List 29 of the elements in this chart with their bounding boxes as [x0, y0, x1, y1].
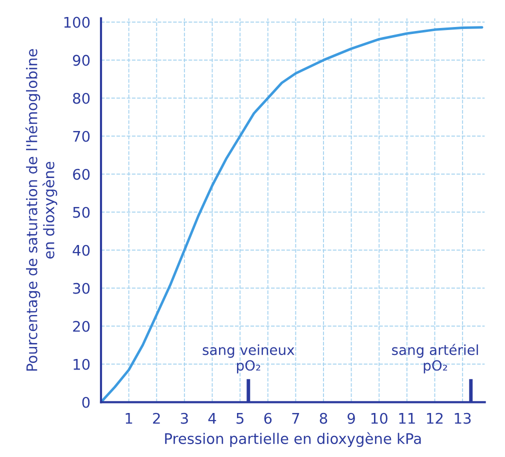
x-tick-label: 2	[153, 412, 160, 424]
y-tick-label: 30	[73, 282, 90, 294]
x-tick-label: 8	[320, 412, 328, 424]
x-tick-label: 3	[180, 412, 188, 424]
ref-line-label: sang artériel pO₂	[392, 344, 478, 374]
x-tick-label: 6	[264, 412, 272, 424]
y-tick-label: 50	[73, 206, 90, 218]
y-axis-title: Pourcentage de saturation de l'hémoglobine en dioxygène	[25, 49, 58, 371]
y-tick-label: 20	[73, 320, 90, 332]
x-tick-label: 12	[427, 412, 443, 424]
y-tick-label: 10	[74, 358, 90, 370]
y-tick-label: 100	[64, 16, 90, 28]
y-tick-label: 80	[73, 92, 90, 104]
y-tick-label: 60	[73, 168, 90, 180]
x-tick-label: 9	[348, 412, 355, 424]
x-tick-label: 1	[126, 413, 132, 424]
x-tick-label: 4	[208, 413, 216, 424]
x-tick-label: 10	[371, 412, 388, 424]
y-tick-label: 70	[73, 130, 90, 142]
line-series	[101, 26, 484, 402]
y-tick-label: 40	[72, 244, 90, 256]
x-tick-label: 5	[236, 413, 244, 424]
y-tick-label: 0	[82, 396, 90, 408]
y-tick-label: 90	[72, 54, 90, 66]
x-tick-label: 13	[454, 412, 471, 424]
ref-line-label: sang veineux pO₂	[202, 344, 294, 374]
x-axis-title: Pression partielle en dioxygène kPa	[165, 432, 421, 447]
x-tick-label: 11	[399, 413, 415, 424]
x-tick-label: 7	[292, 413, 300, 424]
